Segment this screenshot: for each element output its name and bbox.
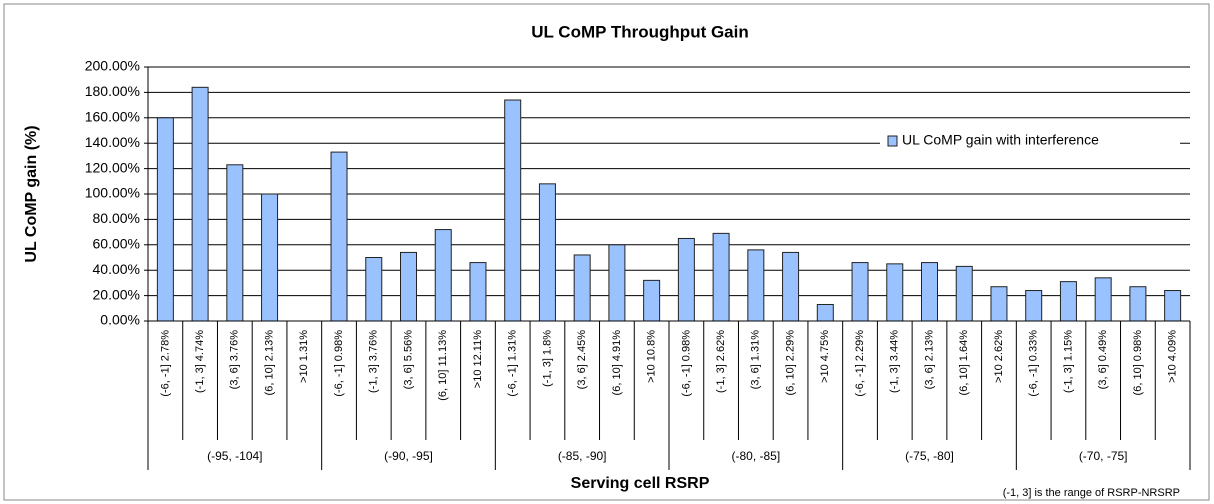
chart-frame: [3, 3, 1210, 501]
bar: [886, 263, 904, 322]
group-label: (-70, -75]: [1079, 449, 1128, 463]
bar: [1025, 290, 1043, 322]
bar: [191, 86, 209, 322]
y-tick-label: 40.00%: [93, 261, 140, 277]
x-tick-label: (-1, 3] 1.15%: [1062, 330, 1074, 393]
x-tick-label: >10 12.11%: [472, 330, 484, 388]
x-tick-label: (-1, 3] 2.62%: [715, 330, 727, 393]
bar: [816, 303, 834, 322]
y-tick-label: 0.00%: [100, 312, 140, 328]
x-tick-label: >10 10.8%: [646, 330, 658, 383]
bar: [643, 279, 661, 322]
group-label: (-95, -104]: [207, 449, 262, 463]
bar: [677, 237, 695, 322]
x-tick-label: (6, 10] 4.91%: [611, 330, 623, 396]
bar: [261, 193, 279, 322]
bar: [1094, 277, 1112, 322]
x-axis-title: Serving cell RSRP: [571, 475, 710, 492]
y-tick-label: 200.00%: [85, 58, 140, 74]
bar: [851, 262, 869, 322]
x-tick-label: (3, 6] 2.13%: [923, 330, 935, 390]
bar: [226, 164, 244, 322]
group-label: (-80, -85]: [731, 449, 780, 463]
bar: [747, 249, 765, 322]
x-tick-label: (3, 6] 3.76%: [229, 330, 241, 390]
bar: [1164, 290, 1182, 322]
bar: [955, 265, 973, 322]
bar: [156, 117, 174, 322]
x-tick-label: (6, 10] 2.13%: [263, 330, 275, 396]
bar: [400, 251, 417, 322]
bar: [608, 244, 626, 322]
x-tick-label: >10 4.09%: [1167, 330, 1179, 383]
x-tick-label: (6, 10] 1.64%: [958, 330, 970, 396]
x-tick-label: (-6, -1] 2.78%: [159, 330, 171, 397]
x-tick-label: (3, 6] 2.45%: [576, 330, 588, 390]
y-tick-label: 160.00%: [85, 109, 140, 125]
y-axis-title: UL CoMP gain (%): [23, 125, 40, 262]
note: (-1, 3] is the range of RSRP-NRSRP: [1003, 487, 1180, 499]
group-label: (-90, -95]: [384, 449, 433, 463]
x-tick-label: (6, 10] 2.29%: [784, 330, 796, 396]
group-label: (-75, -80]: [905, 449, 954, 463]
bar: [538, 183, 556, 322]
y-tick-label: 120.00%: [85, 159, 140, 175]
bar: [1059, 281, 1077, 322]
bar: [573, 254, 591, 322]
y-tick-label: 60.00%: [93, 236, 140, 252]
bar: [782, 251, 800, 322]
bar: [1129, 286, 1147, 322]
group-label: (-85, -90]: [558, 449, 607, 463]
y-tick-label: 180.00%: [85, 83, 140, 99]
x-tick-label: (3, 6] 1.31%: [750, 330, 762, 390]
x-tick-label: (3, 6] 5.56%: [402, 330, 414, 390]
bar: [365, 257, 383, 322]
bar: [434, 229, 452, 322]
x-tick-label: (-6, -1] 0.98%: [680, 330, 692, 397]
x-tick-label: (6, 10] 11.13%: [437, 330, 449, 401]
bar: [921, 262, 938, 322]
y-tick-label: 100.00%: [85, 185, 140, 201]
x-tick-label: >10 2.62%: [993, 330, 1005, 383]
x-tick-label: >10 4.75%: [819, 330, 831, 383]
y-tick-label: 20.00%: [93, 286, 140, 302]
x-tick-label: (-1, 3] 4.74%: [194, 330, 206, 393]
x-tick-label: (3, 6] 0.49%: [1097, 330, 1109, 390]
y-tick-label: 140.00%: [85, 134, 140, 150]
x-tick-label: >10 1.31%: [298, 330, 310, 383]
x-tick-label: (-1, 3] 1.8%: [541, 330, 553, 387]
x-tick-label: (-6, -1] 0.33%: [1028, 330, 1040, 397]
legend-swatch: [887, 135, 898, 147]
legend-box: [880, 129, 1180, 153]
x-tick-label: (-1, 3] 3.76%: [368, 330, 380, 393]
bar: [469, 262, 487, 322]
bar: [504, 99, 522, 322]
bar: [330, 151, 348, 322]
x-tick-label: (-1, 3] 3.44%: [889, 330, 901, 393]
x-tick-label: (6, 10] 0.98%: [1132, 330, 1144, 396]
x-tick-label: (-6, -1] 0.98%: [333, 330, 345, 397]
chart-title: UL CoMP Throughput Gain: [531, 22, 749, 41]
bar: [712, 232, 730, 322]
bar: [990, 286, 1008, 322]
x-tick-label: (-6, -1] 2.29%: [854, 330, 866, 397]
y-tick-label: 80.00%: [93, 210, 140, 226]
legend-label: UL CoMP gain with interference: [902, 132, 1099, 148]
x-tick-label: (-6, -1] 1.31%: [507, 330, 519, 397]
